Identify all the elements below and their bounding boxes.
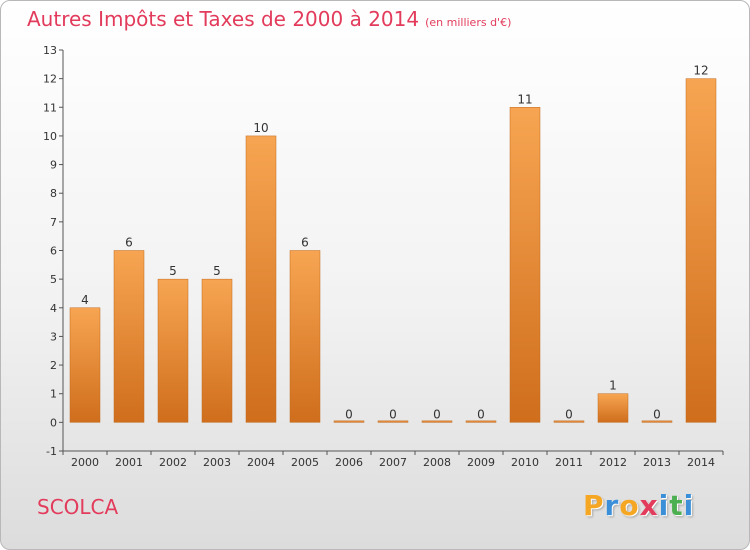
value-label-2005: 6 [301, 236, 309, 250]
value-label-2010: 11 [517, 92, 532, 106]
value-label-2009: 0 [477, 407, 485, 421]
value-label-2003: 5 [213, 264, 221, 278]
bar-2005 [289, 250, 321, 423]
x-tick-label: 2001 [115, 456, 143, 469]
y-tick-label: 5 [50, 273, 57, 286]
chart-title: Autres Impôts et Taxes de 2000 à 2014 (en… [27, 7, 511, 31]
bar-2011 [553, 420, 585, 423]
value-label-2002: 5 [169, 264, 177, 278]
x-tick-label: 2014 [687, 456, 715, 469]
x-tick-label: 2002 [159, 456, 187, 469]
value-label-2008: 0 [433, 407, 441, 421]
bar-2009 [465, 420, 497, 423]
y-tick-label: 12 [43, 73, 57, 86]
logo-letter: o [619, 489, 640, 522]
y-tick-label: 0 [50, 416, 57, 429]
y-tick-label: -1 [46, 445, 57, 458]
x-tick-label: 2006 [335, 456, 363, 469]
y-tick-label: 2 [50, 359, 57, 372]
logo-letter: P [583, 489, 605, 522]
bar-2010 [509, 107, 541, 423]
x-tick-label: 2000 [71, 456, 99, 469]
proxiti-logo: Proxiti [583, 489, 694, 522]
y-tick-label: 11 [43, 101, 57, 114]
bar-2007 [377, 420, 409, 423]
y-tick-label: 1 [50, 388, 57, 401]
value-label-2001: 6 [125, 236, 133, 250]
x-tick-label: 2012 [599, 456, 627, 469]
bar-2014 [685, 78, 717, 423]
x-tick-label: 2005 [291, 456, 319, 469]
bar-2001 [113, 250, 145, 423]
x-tick-label: 2013 [643, 456, 671, 469]
value-label-2004: 10 [253, 121, 268, 135]
logo-letter: i [683, 489, 695, 522]
value-label-2000: 4 [81, 293, 89, 307]
y-tick-label: 13 [43, 44, 57, 57]
y-tick-label: 8 [50, 187, 57, 200]
bar-2000 [69, 307, 101, 423]
value-label-2014: 12 [693, 64, 708, 78]
y-tick-label: 10 [43, 130, 57, 143]
y-tick-label: 7 [50, 216, 57, 229]
y-tick-label: 6 [50, 245, 57, 258]
value-label-2006: 0 [345, 407, 353, 421]
chart-subtitle: (en milliers d'€) [425, 16, 512, 29]
y-tick-label: 3 [50, 330, 57, 343]
bar-2002 [157, 278, 189, 423]
chart-title-text: Autres Impôts et Taxes de 2000 à 2014 [27, 7, 420, 31]
bar-2012 [597, 393, 629, 423]
value-label-2012: 1 [609, 379, 617, 393]
x-tick-label: 2009 [467, 456, 495, 469]
logo-letter: x [639, 489, 659, 522]
bar-2013 [641, 420, 673, 423]
commune-name: SCOLCA [37, 495, 119, 519]
logo-letter: r [604, 489, 620, 522]
value-label-2007: 0 [389, 407, 397, 421]
logo-letter: i [658, 489, 670, 522]
x-tick-label: 2004 [247, 456, 275, 469]
bar-2006 [333, 420, 365, 423]
x-tick-label: 2011 [555, 456, 583, 469]
bar-2004 [245, 135, 277, 423]
x-tick-label: 2003 [203, 456, 231, 469]
y-tick-label: 9 [50, 159, 57, 172]
x-tick-label: 2008 [423, 456, 451, 469]
value-label-2013: 0 [653, 407, 661, 421]
x-tick-label: 2010 [511, 456, 539, 469]
logo-letter: t [669, 489, 684, 522]
x-tick-label: 2007 [379, 456, 407, 469]
bar-2003 [201, 278, 233, 423]
y-tick-label: 4 [50, 302, 57, 315]
value-label-2011: 0 [565, 407, 573, 421]
bar-2008 [421, 420, 453, 423]
